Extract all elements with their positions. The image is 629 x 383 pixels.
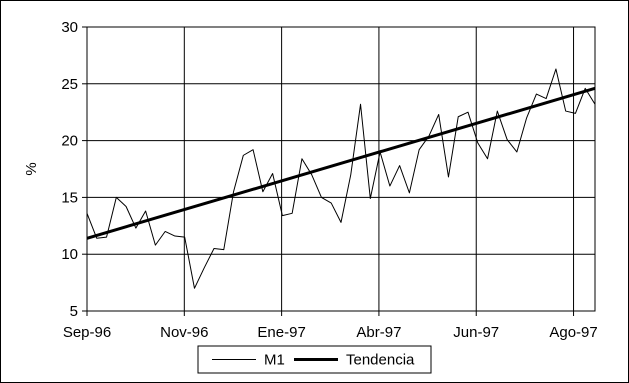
legend-label-tendencia: Tendencia <box>346 352 415 369</box>
y-tick-label: 25 <box>61 76 78 93</box>
y-tick-label: 5 <box>70 303 78 320</box>
series-line-tendencia <box>86 86 596 240</box>
y-tick-label: 10 <box>61 246 78 263</box>
x-tick-label: Ago-97 <box>549 324 597 341</box>
y-axis-label: % <box>23 162 40 175</box>
series-line-m1 <box>86 68 596 289</box>
y-tick-label: 15 <box>61 189 78 206</box>
plot-area <box>86 26 596 312</box>
x-tick-label: Sep-96 <box>63 324 111 341</box>
x-tick-label: Nov-96 <box>160 324 208 341</box>
y-tick-label: 20 <box>61 133 78 150</box>
legend-label-m1: M1 <box>264 352 285 369</box>
y-tick-label: 30 <box>61 19 78 36</box>
x-tick-label: Jun-97 <box>453 324 499 341</box>
x-tick-label: Ene-97 <box>257 324 305 341</box>
x-tick-label: Abr-97 <box>356 324 401 341</box>
